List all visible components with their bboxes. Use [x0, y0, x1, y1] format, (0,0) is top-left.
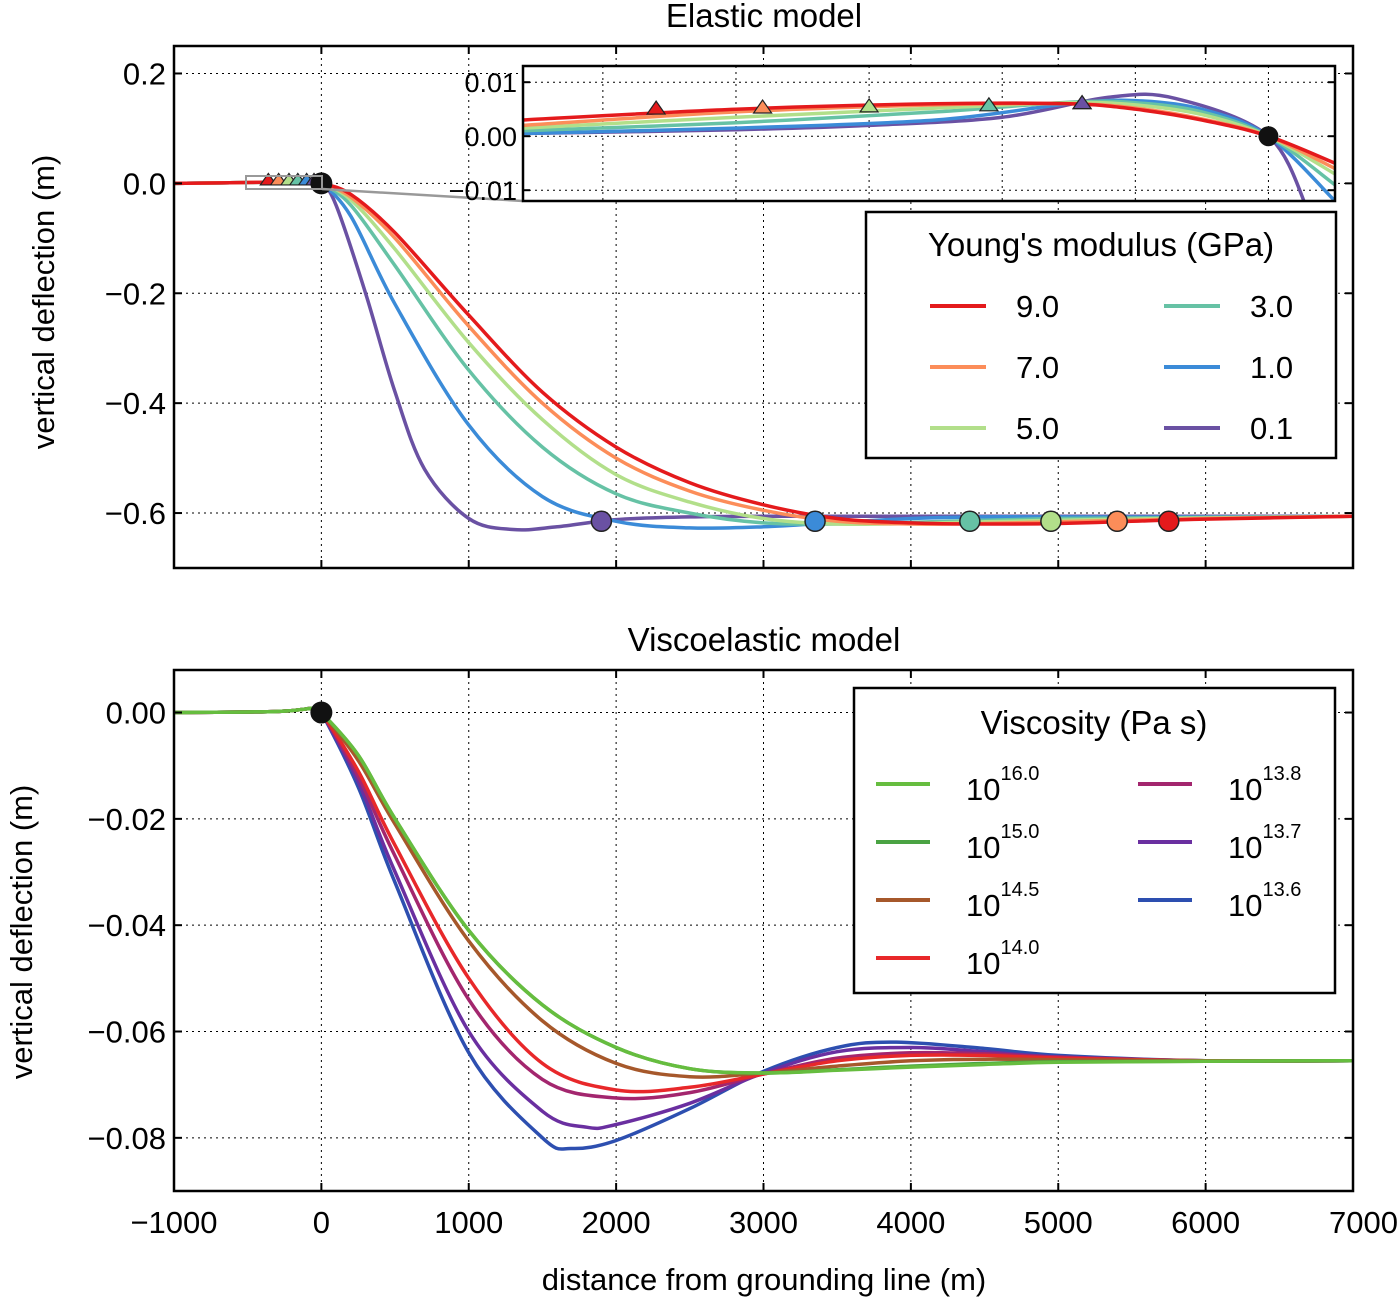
- viscoelastic-legend-base: 10: [966, 772, 1000, 807]
- viscoelastic-x-tick-label: 5000: [1024, 1205, 1093, 1240]
- elastic-legend: Young's modulus (GPa) 9.0 7.0 5.0 3.0 1.0 0.1: [864, 210, 1338, 460]
- elastic-circle-marker: [1106, 510, 1128, 533]
- inset-panel: 0.01 0.00 −0.01: [449, 64, 1337, 206]
- viscoelastic-legend-exponent: 13.7: [1262, 821, 1301, 843]
- viscoelastic-x-tick-label: 4000: [876, 1205, 945, 1240]
- inset-y-ticks: 0.01 0.00 −0.01: [449, 68, 1335, 206]
- viscoelastic-x-tick-label: 7000: [1329, 1205, 1398, 1240]
- viscoelastic-legend-exponent: 13.6: [1262, 879, 1301, 901]
- viscoelastic-legend-base: 10: [966, 888, 1000, 923]
- elastic-curves: [173, 178, 1354, 532]
- viscoelastic-title: Viscoelastic model: [628, 621, 901, 658]
- viscoelastic-x-tick-label: 6000: [1171, 1205, 1240, 1240]
- viscoelastic-x-tick-label: 3000: [729, 1205, 798, 1240]
- elastic-y-tick-label: −0.4: [105, 386, 166, 421]
- viscoelastic-panel: Viscoelastic model vertical deflection (…: [4, 621, 1398, 1297]
- viscoelastic-legend-base: 10: [1228, 888, 1262, 923]
- elastic-legend-frame: [864, 210, 1338, 460]
- viscoelastic-legend-label: 1013.7: [1228, 821, 1301, 865]
- viscoelastic-legend: Viscosity (Pa s) 1016.01015.01014.51014.…: [852, 686, 1337, 995]
- elastic-panel: Elastic model vertical deflection (m) 0.…: [26, 0, 1355, 570]
- inset-y-tick-label: 0.01: [464, 68, 517, 98]
- viscoelastic-x-tick-label: 2000: [582, 1205, 651, 1240]
- inset-grounding-marker: [1258, 126, 1279, 147]
- viscoelastic-legend-label: 1013.8: [1228, 763, 1301, 807]
- inset-y-tick-label: 0.00: [464, 122, 517, 152]
- inset-axes-frame: [521, 64, 1337, 203]
- inset-triangle-marker: [752, 98, 773, 114]
- elastic-legend-label: 7.0: [1016, 350, 1059, 385]
- inset-curves: [523, 92, 1335, 201]
- viscoelastic-y-axis-label: vertical deflection (m): [4, 785, 39, 1080]
- viscoelastic-y-tick-label: −0.06: [88, 1015, 166, 1050]
- elastic-legend-items: 9.0 7.0 5.0 3.0 1.0 0.1: [930, 289, 1293, 446]
- elastic-y-tick-label: −0.6: [105, 496, 166, 531]
- elastic-y-tick-label: 0.2: [123, 56, 166, 91]
- elastic-circle-marker: [1158, 510, 1180, 533]
- viscoelastic-legend-exponent: 15.0: [1000, 821, 1039, 843]
- viscoelastic-legend-exponent: 13.8: [1262, 763, 1301, 785]
- elastic-legend-label: 9.0: [1016, 289, 1059, 324]
- viscoelastic-legend-label: 1015.0: [966, 821, 1039, 865]
- viscoelastic-grid: [174, 670, 1353, 1191]
- viscoelastic-legend-label: 1016.0: [966, 763, 1039, 807]
- viscoelastic-legend-label: 1014.5: [966, 879, 1039, 923]
- elastic-y-ticks: 0.2 0.0 −0.2 −0.4 −0.6: [105, 46, 1353, 568]
- inset-background: [523, 66, 1335, 201]
- elastic-circle-marker: [804, 510, 826, 533]
- grounding-line-marker: [310, 701, 333, 724]
- viscoelastic-x-tick-label: 0: [313, 1205, 330, 1240]
- zoom-region-box: [245, 175, 323, 190]
- inset-triangle-marker: [978, 96, 1000, 112]
- viscoelastic-x-tick-label: −1000: [130, 1205, 217, 1240]
- elastic-circle-marker: [590, 510, 613, 533]
- elastic-circle-marker: [1040, 510, 1062, 533]
- zoom-connector-line: [321, 187, 524, 203]
- inset-y-tick-label: −0.01: [449, 176, 517, 206]
- viscoelastic-x-tick-label: 1000: [434, 1205, 503, 1240]
- viscoelastic-legend-base: 10: [966, 830, 1000, 865]
- viscoelastic-legend-exponent: 14.0: [1000, 937, 1039, 959]
- elastic-legend-label: 3.0: [1250, 289, 1293, 324]
- viscoelastic-legend-exponent: 16.0: [1000, 763, 1039, 785]
- elastic-y-tick-label: −0.2: [105, 276, 166, 311]
- elastic-legend-label: 1.0: [1250, 350, 1293, 385]
- viscoelastic-y-tick-label: 0.00: [106, 696, 166, 731]
- viscoelastic-legend-exponent: 14.5: [1000, 879, 1039, 901]
- viscoelastic-y-tick-label: −0.04: [88, 908, 166, 943]
- viscoelastic-legend-items: 1016.01015.01014.51014.01013.81013.71013…: [876, 763, 1301, 981]
- viscoelastic-legend-base: 10: [966, 946, 1000, 981]
- inset-markers: [645, 94, 1279, 147]
- elastic-y-tick-label: 0.0: [123, 166, 166, 201]
- elastic-legend-label: 5.0: [1016, 411, 1059, 446]
- viscoelastic-legend-label: 1013.6: [1228, 879, 1301, 923]
- viscoelastic-legend-frame: [852, 686, 1337, 995]
- viscoelastic-legend-base: 10: [1228, 772, 1262, 807]
- viscoelastic-y-tick-label: −0.08: [88, 1121, 166, 1156]
- elastic-circle-marker: [959, 510, 981, 533]
- viscoelastic-y-tick-label: −0.02: [88, 802, 166, 837]
- viscoelastic-legend-base: 10: [1228, 830, 1262, 865]
- viscoelastic-legend-title: Viscosity (Pa s): [981, 704, 1208, 741]
- viscoelastic-y-ticks: 0.00 −0.02 −0.04 −0.06 −0.08: [88, 696, 1353, 1156]
- inset-triangle-marker: [858, 97, 880, 113]
- inset-triangle-marker: [645, 100, 667, 115]
- elastic-y-axis-label: vertical deflection (m): [26, 155, 61, 450]
- viscoelastic-x-axis-label: distance from grounding line (m): [542, 1262, 987, 1297]
- inset-triangle-marker: [1071, 94, 1093, 110]
- elastic-legend-title: Young's modulus (GPa): [928, 226, 1274, 263]
- elastic-legend-label: 0.1: [1250, 411, 1293, 446]
- viscoelastic-x-ticks: −1000 0 1000 2000 3000 4000 5000 6000 7000: [130, 670, 1398, 1240]
- viscoelastic-markers: [310, 701, 333, 724]
- inset-series-line: [523, 101, 1335, 165]
- elastic-title: Elastic model: [666, 0, 862, 34]
- viscoelastic-legend-label: 1014.0: [966, 937, 1039, 981]
